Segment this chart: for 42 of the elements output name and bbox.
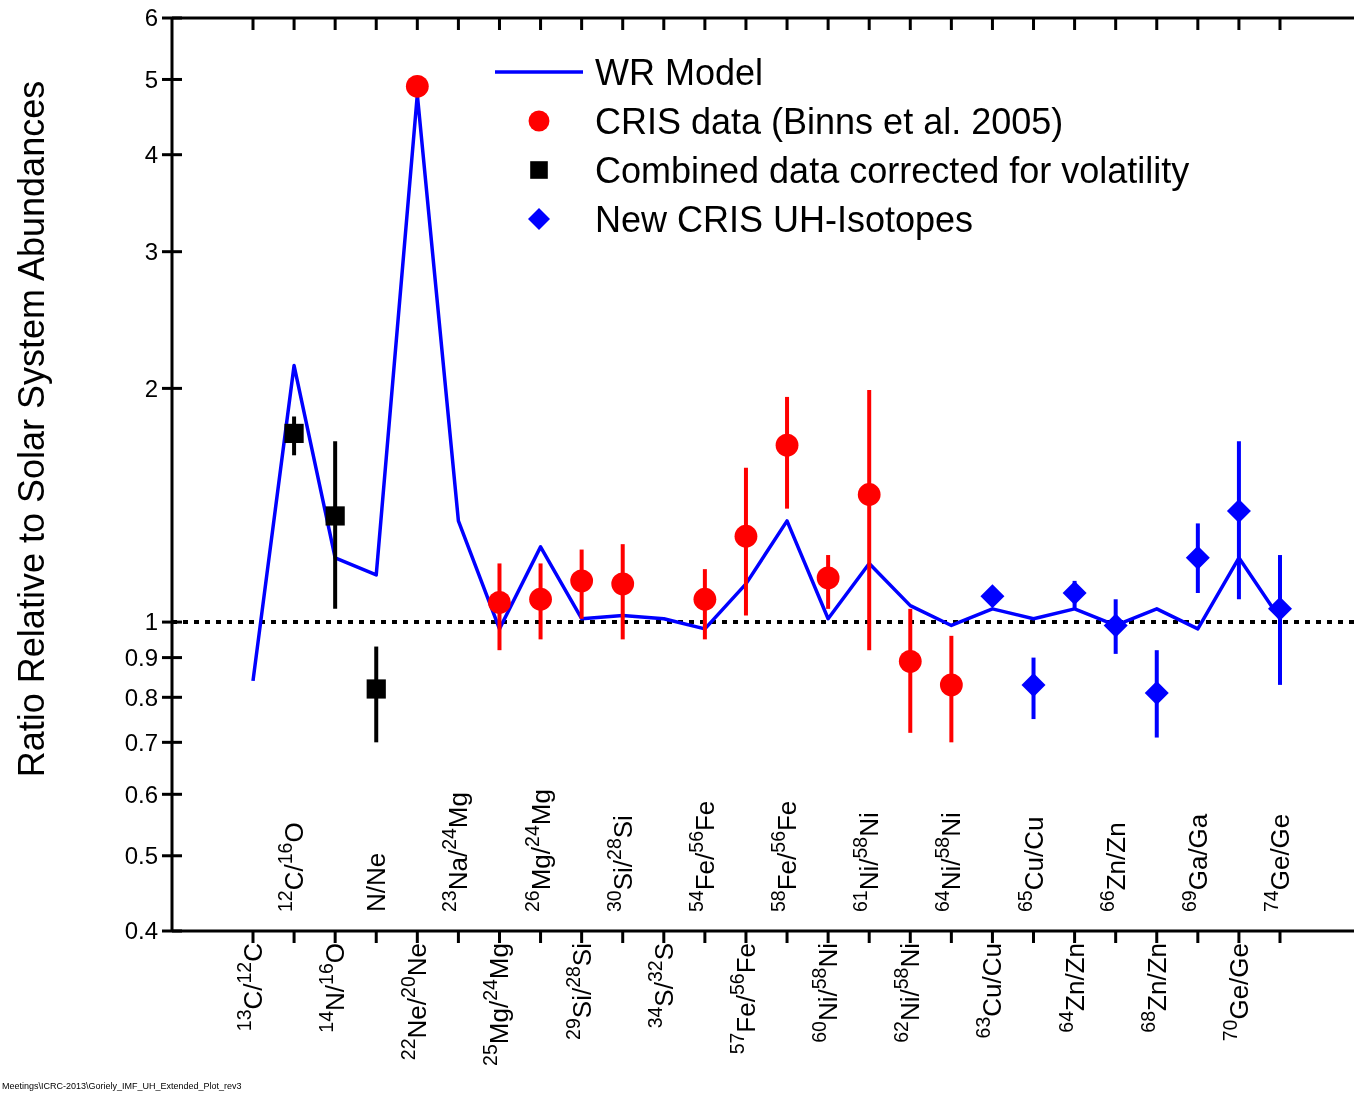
point bbox=[939, 673, 963, 697]
legend-label: New CRIS UH-Isotopes bbox=[595, 198, 974, 240]
point bbox=[284, 423, 304, 444]
point bbox=[898, 649, 922, 673]
point bbox=[816, 566, 840, 590]
point bbox=[611, 572, 635, 596]
y-tick-label: 5 bbox=[144, 65, 158, 93]
y-tick-label: 0.4 bbox=[124, 917, 158, 945]
y-tick-label: 4 bbox=[144, 141, 158, 169]
point bbox=[1103, 613, 1128, 638]
y-tick-label: 1 bbox=[144, 608, 158, 636]
point bbox=[570, 569, 594, 593]
point bbox=[1268, 596, 1292, 621]
point bbox=[325, 506, 345, 526]
y-tick-label: 2 bbox=[144, 374, 158, 402]
point bbox=[366, 679, 386, 699]
legend-label: CRIS data (Binns et al. 2005) bbox=[595, 100, 1064, 142]
y-axis-title: Ratio Relative to Solar System Abundances bbox=[11, 80, 52, 778]
y-tick-label: 0.9 bbox=[124, 644, 158, 671]
point bbox=[529, 587, 552, 611]
point bbox=[1144, 681, 1169, 706]
point bbox=[693, 587, 717, 611]
point bbox=[775, 433, 799, 457]
x-tick-label: N/Ne bbox=[361, 852, 392, 912]
point bbox=[488, 591, 511, 614]
legend-label: Combined data corrected for volatility bbox=[595, 149, 1190, 191]
y-tick-label: 0.5 bbox=[124, 842, 158, 870]
y-tick-label: 0.6 bbox=[124, 780, 158, 808]
point bbox=[1185, 545, 1210, 570]
y-tick-label: 0.7 bbox=[124, 728, 158, 756]
legend-label: WR Model bbox=[595, 51, 764, 93]
point bbox=[980, 584, 1005, 609]
y-tick-label: 0.8 bbox=[124, 683, 158, 711]
y-tick-label: 3 bbox=[144, 238, 158, 266]
point bbox=[1062, 581, 1087, 606]
point bbox=[1021, 672, 1046, 697]
y-tick-label: 6 bbox=[144, 4, 158, 32]
point bbox=[1226, 499, 1251, 524]
text: Meetings\ICRC-2013\Goriely_IMF_UH_Extended_Plot_rev3 bbox=[2, 1081, 242, 1091]
point bbox=[405, 74, 429, 98]
point bbox=[857, 483, 881, 506]
point bbox=[734, 524, 758, 548]
